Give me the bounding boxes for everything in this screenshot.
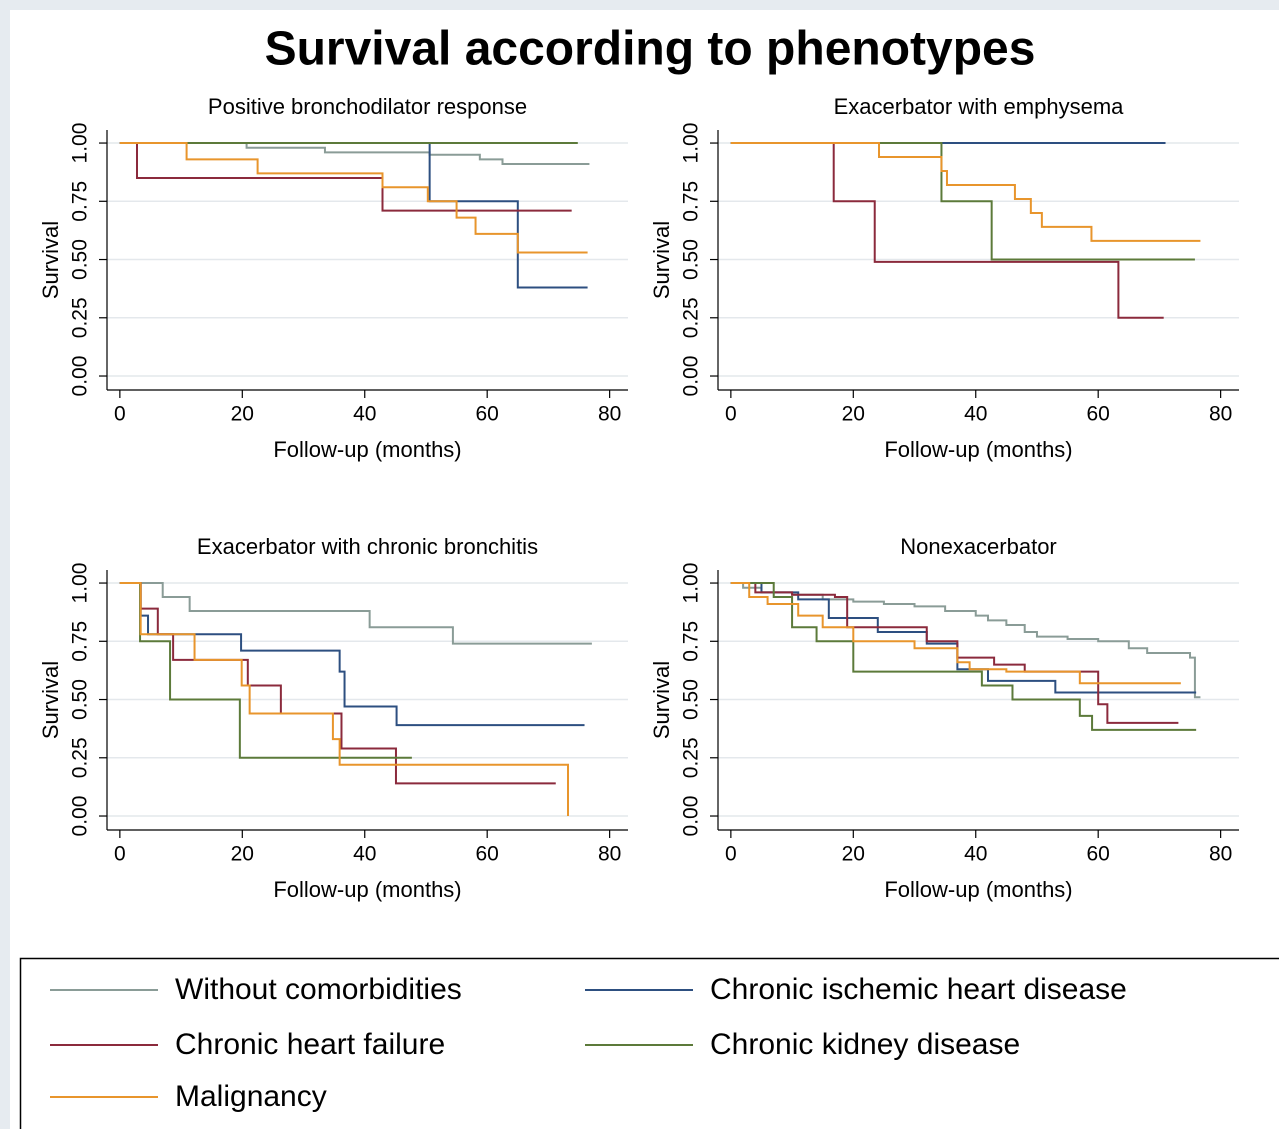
y-tick-label: 0.25: [69, 737, 92, 778]
y-tick-label: 0.25: [69, 297, 92, 338]
survival-curve: [730, 142, 1201, 242]
x-axis-label: Follow-up (months): [273, 877, 461, 902]
x-tick-label: 60: [476, 403, 499, 426]
x-tick-label: 40: [353, 403, 376, 426]
x-tick-label: 60: [1087, 843, 1110, 866]
legend-box: [19, 957, 1279, 1129]
survival-curve: [119, 582, 570, 817]
y-tick-label: 1.00: [680, 563, 703, 604]
x-tick-label: 20: [231, 403, 254, 426]
x-tick-label: 20: [842, 843, 865, 866]
x-tick-label: 60: [1087, 403, 1110, 426]
x-tick-label: 80: [1209, 843, 1232, 866]
x-tick-label: 40: [964, 403, 987, 426]
y-tick-label: 0.75: [69, 621, 92, 662]
x-tick-label: 80: [1209, 403, 1232, 426]
legend-label: Chronic ischemic heart disease: [710, 973, 1127, 1006]
survival-curve: [730, 142, 1164, 319]
x-tick-label: 20: [842, 403, 865, 426]
y-tick-label: 0.00: [680, 356, 703, 397]
x-tick-label: 40: [964, 843, 987, 866]
y-tick-label: 0.25: [680, 297, 703, 338]
x-tick-label: 20: [231, 843, 254, 866]
survival-curve: [119, 582, 585, 727]
y-axis-label: Survival: [38, 221, 63, 299]
figure-background: [10, 10, 1279, 1129]
y-tick-label: 0.50: [680, 679, 703, 720]
y-tick-label: 0.50: [69, 679, 92, 720]
panel-title: Exacerbator with chronic bronchitis: [197, 534, 538, 559]
panel: Positive bronchodilator response 0.00 0.25…: [38, 94, 628, 462]
survival-curve: [730, 582, 1179, 724]
legend-label: Without comorbidities: [175, 973, 462, 1006]
legend-label: Chronic heart failure: [175, 1028, 445, 1061]
x-tick-label: 40: [353, 843, 376, 866]
panel: Exacerbator with emphysema 0.00 0.25 0.50 0.…: [649, 94, 1239, 462]
x-tick-label: 80: [598, 843, 621, 866]
panel-title: Nonexacerbator: [900, 534, 1057, 559]
x-tick-label: 0: [114, 843, 126, 866]
panel: Exacerbator with chronic bronchitis 0.00 0…: [38, 534, 628, 902]
x-axis-label: Follow-up (months): [884, 437, 1072, 462]
x-tick-label: 0: [725, 843, 737, 866]
y-tick-label: 0.75: [69, 181, 92, 222]
panel-title: Positive bronchodilator response: [208, 94, 527, 119]
x-axis-label: Follow-up (months): [884, 877, 1072, 902]
panel-title: Exacerbator with emphysema: [834, 94, 1125, 119]
y-tick-label: 0.50: [69, 239, 92, 280]
y-tick-label: 0.25: [680, 737, 703, 778]
survival-curve: [119, 582, 556, 785]
legend-label: Chronic kidney disease: [710, 1028, 1020, 1061]
survival-curve: [730, 582, 1197, 731]
y-axis-label: Survival: [649, 221, 674, 299]
y-tick-label: 1.00: [69, 563, 92, 604]
y-axis-label: Survival: [649, 661, 674, 739]
survival-curve: [119, 582, 592, 645]
x-tick-label: 0: [114, 403, 126, 426]
survival-curve: [730, 582, 1181, 685]
y-tick-label: 0.00: [69, 356, 92, 397]
panel: Nonexacerbator 0.00 0.25 0.50 0.75 1.00 0 20 40 6…: [649, 534, 1239, 902]
y-tick-label: 0.50: [680, 239, 703, 280]
y-tick-label: 1.00: [69, 123, 92, 164]
x-tick-label: 0: [725, 403, 737, 426]
x-tick-label: 60: [476, 843, 499, 866]
x-axis-label: Follow-up (months): [273, 437, 461, 462]
y-axis-label: Survival: [38, 661, 63, 739]
figure-title: Survival according to phenotypes: [265, 23, 1036, 76]
y-tick-label: 0.00: [69, 796, 92, 837]
survival-curve: [730, 142, 1195, 261]
y-tick-label: 0.75: [680, 181, 703, 222]
y-tick-label: 1.00: [680, 123, 703, 164]
x-tick-label: 80: [598, 403, 621, 426]
y-tick-label: 0.75: [680, 621, 703, 662]
survival-curve: [119, 142, 588, 254]
legend-label: Malignancy: [175, 1080, 327, 1113]
y-tick-label: 0.00: [680, 796, 703, 837]
